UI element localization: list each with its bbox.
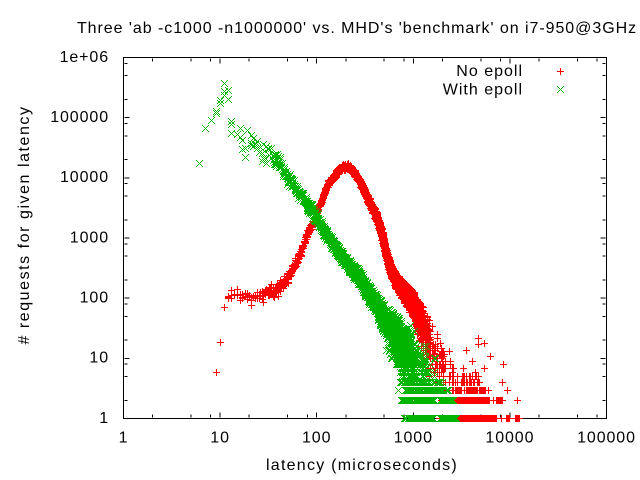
svg-text:10000: 10000 xyxy=(485,430,534,447)
svg-text:With epoll: With epoll xyxy=(443,82,523,99)
svg-text:1000: 1000 xyxy=(70,229,109,246)
svg-text:# requests for given latency: # requests for given latency xyxy=(16,105,33,344)
svg-text:latency (microseconds): latency (microseconds) xyxy=(266,457,458,474)
svg-text:100: 100 xyxy=(302,430,331,447)
svg-text:10000: 10000 xyxy=(60,169,109,186)
svg-text:100000: 100000 xyxy=(577,430,636,447)
svg-text:Three 'ab -c1000 -n1000000' vs: Three 'ab -c1000 -n1000000' vs. MHD's 'b… xyxy=(77,20,637,37)
svg-text:No epoll: No epoll xyxy=(456,63,523,80)
svg-text:100: 100 xyxy=(80,290,109,307)
svg-text:100000: 100000 xyxy=(50,109,109,126)
svg-text:1000: 1000 xyxy=(394,430,433,447)
svg-text:10: 10 xyxy=(210,430,230,447)
svg-text:1: 1 xyxy=(119,430,129,447)
svg-text:1: 1 xyxy=(99,410,109,427)
svg-text:1e+06: 1e+06 xyxy=(60,49,109,66)
svg-text:10: 10 xyxy=(89,350,109,367)
